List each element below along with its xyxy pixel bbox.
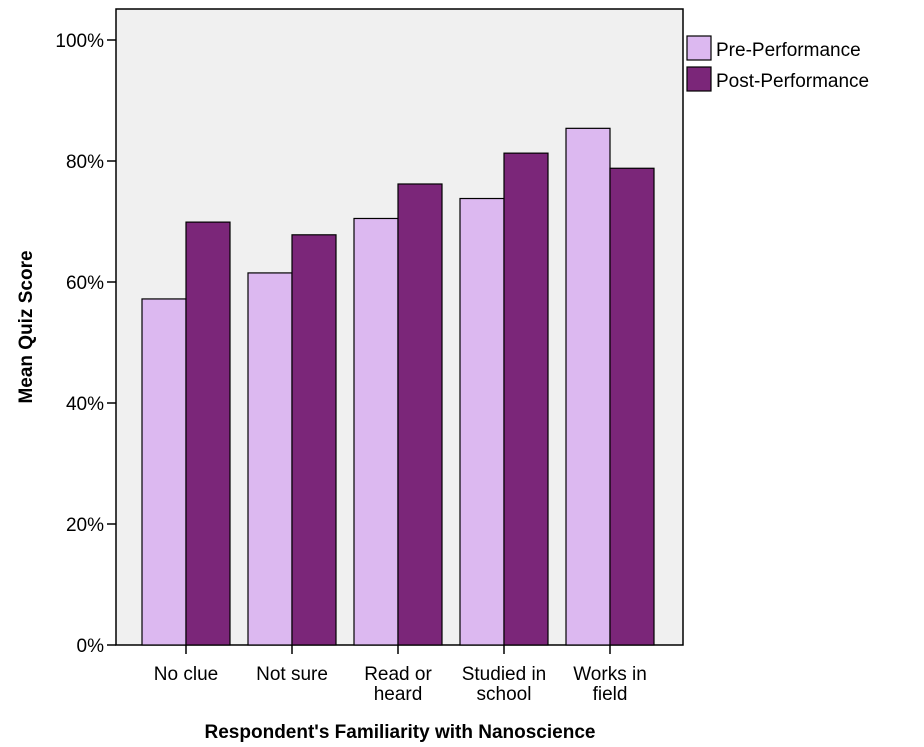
bar-pre-0 bbox=[141, 298, 187, 646]
x-tick-label: school bbox=[477, 684, 532, 705]
bar-post-4 bbox=[609, 167, 655, 646]
x-tick-label: field bbox=[593, 684, 628, 705]
bar-pre-1 bbox=[247, 272, 293, 646]
legend-swatch bbox=[686, 66, 712, 92]
y-tick-label: 100% bbox=[55, 31, 104, 52]
x-tick-label: heard bbox=[374, 684, 423, 705]
bar-post-1 bbox=[291, 234, 337, 646]
bar-pre-3 bbox=[459, 197, 505, 646]
x-tick-label: Not sure bbox=[256, 664, 328, 685]
x-tick-label: Works in bbox=[573, 664, 647, 685]
legend-label: Post-Performance bbox=[716, 71, 869, 92]
x-tick-label: Studied in bbox=[462, 664, 547, 685]
bar-pre-4 bbox=[565, 127, 611, 646]
legend: Pre-Performance Post-Performance bbox=[686, 35, 869, 92]
y-tick-label: 20% bbox=[66, 515, 104, 536]
y-axis-title: Mean Quiz Score bbox=[16, 250, 37, 403]
legend-swatch bbox=[686, 35, 712, 61]
y-tick-label: 40% bbox=[66, 394, 104, 415]
bars-group bbox=[141, 127, 655, 646]
legend-label: Pre-Performance bbox=[716, 40, 861, 61]
bar-post-3 bbox=[503, 152, 549, 646]
y-tick-label: 0% bbox=[77, 636, 105, 657]
x-tick-label: Read or bbox=[364, 664, 432, 685]
y-tick-label: 80% bbox=[66, 152, 104, 173]
bar-pre-2 bbox=[353, 217, 399, 646]
bar-post-0 bbox=[185, 221, 231, 646]
bar-post-2 bbox=[397, 183, 443, 646]
x-axis-title: Respondent's Familiarity with Nanoscienc… bbox=[205, 722, 596, 743]
x-tick-label: No clue bbox=[154, 664, 218, 685]
y-tick-label: 60% bbox=[66, 273, 104, 294]
axes-group: 0% 20% 40% 60% 80% 100% No clue Not sure Read or… bbox=[55, 31, 646, 705]
